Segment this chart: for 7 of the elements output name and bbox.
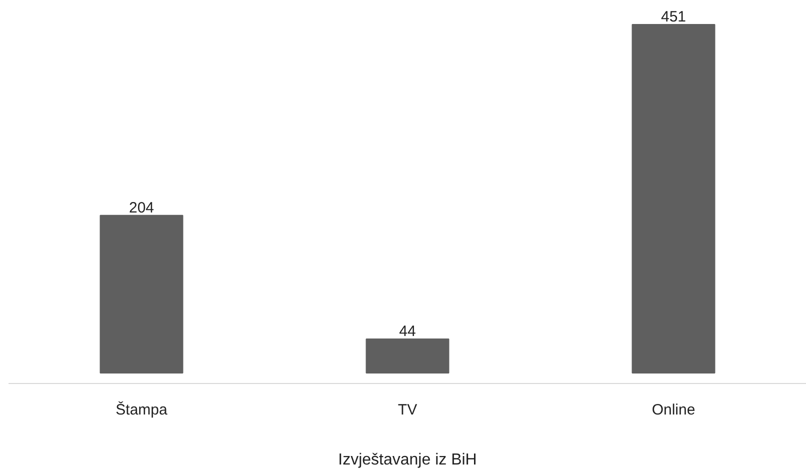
x-tick-label: TV xyxy=(398,402,418,418)
x-axis-title: Izvještavanje iz BiH xyxy=(338,452,477,468)
data-label: 204 xyxy=(128,199,154,216)
data-label: 451 xyxy=(660,8,686,26)
x-tick-label: Štampa xyxy=(116,400,168,418)
data-label: 44 xyxy=(399,323,416,340)
x-tick-label: Online xyxy=(652,402,696,418)
